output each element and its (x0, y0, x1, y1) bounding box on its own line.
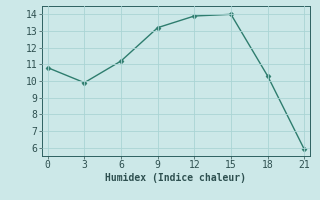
X-axis label: Humidex (Indice chaleur): Humidex (Indice chaleur) (106, 173, 246, 183)
